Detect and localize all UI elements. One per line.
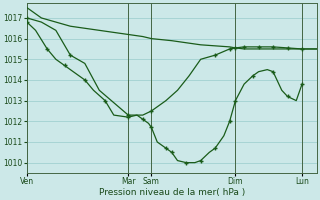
X-axis label: Pression niveau de la mer( hPa ): Pression niveau de la mer( hPa )	[99, 188, 245, 197]
